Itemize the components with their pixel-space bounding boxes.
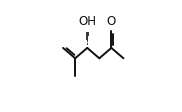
Text: O: O — [107, 15, 116, 28]
Text: OH: OH — [78, 15, 96, 28]
